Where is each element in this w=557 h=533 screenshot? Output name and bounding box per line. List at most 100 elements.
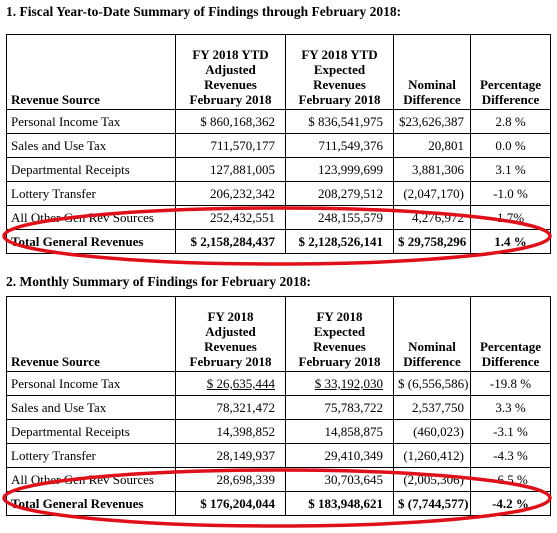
cell-text: $ 836,541,975 — [308, 114, 383, 129]
cell: Personal Income Tax — [6, 109, 176, 134]
cell: 711,549,376 — [285, 133, 394, 158]
cell: $ (6,556,586) — [393, 371, 471, 396]
cell: 30,703,645 — [285, 467, 394, 492]
cell: 78,321,472 — [175, 395, 286, 420]
data-row: Departmental Receipts 14,398,852 14,858,87… — [6, 419, 551, 444]
header-cell: FY 2018 Adjusted Revenues February 2018 — [175, 296, 286, 372]
cell-text: 2.8 % — [495, 114, 526, 129]
data-row: Departmental Receipts 127,881,005 123,999,… — [6, 157, 551, 182]
cell-text: 252,432,551 — [210, 210, 275, 225]
cell-text: (2,005,306) — [403, 472, 464, 487]
header-line: Difference — [403, 354, 461, 369]
total-row: Total General Revenues $ 176,204,044 $ 183… — [6, 491, 551, 516]
header-line: February 2018 — [298, 354, 381, 369]
cell-text: 3,881,306 — [412, 162, 464, 177]
section-heading: 2. Monthly Summary of Findings for Febru… — [6, 274, 312, 289]
cell-text: $ 860,168,362 — [200, 114, 275, 129]
header-line: FY 2018 — [207, 309, 254, 324]
cell: $ 183,948,621 — [285, 491, 394, 516]
section-heading: 1. Fiscal Year-to-Date Summary of Findin… — [6, 4, 402, 19]
cell: Departmental Receipts — [6, 157, 176, 182]
cell-text: 711,549,376 — [318, 138, 383, 153]
cell-text: $ 29,758,296 — [398, 234, 467, 249]
header-line: Nominal — [408, 77, 456, 92]
cell: $ 29,758,296 — [393, 229, 471, 254]
cell-text: 206,232,342 — [210, 186, 275, 201]
cell: Sales and Use Tax — [6, 133, 176, 158]
header-line: Revenues — [204, 77, 257, 92]
cell: 2,537,750 — [393, 395, 471, 420]
cell: 248,155,579 — [285, 205, 394, 230]
cell-text: 78,321,472 — [216, 400, 276, 415]
header-cell: Revenue Source — [6, 296, 176, 372]
cell: 252,432,551 — [175, 205, 286, 230]
header-line: Percentage — [479, 77, 542, 92]
cell: (2,047,170) — [393, 181, 471, 206]
cell-text: 2,537,750 — [412, 400, 464, 415]
header-line: Revenue Source — [11, 92, 100, 107]
header-line: FY 2018 YTD — [301, 47, 378, 62]
cell-text: -4.3 % — [493, 448, 528, 463]
cell: 1.7% — [470, 205, 551, 230]
cell: 3,881,306 — [393, 157, 471, 182]
cell: 3.3 % — [470, 395, 551, 420]
cell-text: 14,858,875 — [324, 424, 384, 439]
data-row: Personal Income Tax $ 860,168,362 $ 836,54… — [6, 109, 551, 134]
cell: $ 26,635,444 — [175, 371, 286, 396]
cell-text: $ (6,556,586) — [398, 376, 469, 391]
cell-text: Personal Income Tax — [11, 114, 121, 129]
cell-text: Total General Revenues — [11, 496, 144, 511]
cell: 123,999,699 — [285, 157, 394, 182]
cell: 1.4 % — [470, 229, 551, 254]
cell-text: 208,279,512 — [318, 186, 383, 201]
cell-text: (460,023) — [413, 424, 464, 439]
cell-text: (2,047,170) — [403, 186, 464, 201]
cell-text: Lottery Transfer — [11, 448, 96, 463]
cell-text: All Other Gen Rev Sources — [11, 210, 154, 225]
cell-text: 75,783,722 — [324, 400, 384, 415]
header-line: FY 2018 YTD — [192, 47, 269, 62]
cell: Total General Revenues — [6, 229, 176, 254]
cell-text: $ (7,744,577) — [398, 496, 469, 511]
header-cell: FY 2018 YTD Expected Revenues February 2018 — [285, 34, 394, 110]
cell: -1.0 % — [470, 181, 551, 206]
cell: (2,005,306) — [393, 467, 471, 492]
cell-text: 4,276,972 — [412, 210, 464, 225]
cell: 3.1 % — [470, 157, 551, 182]
cell-text: -19.8 % — [489, 376, 532, 391]
cell: $ (7,744,577) — [393, 491, 471, 516]
cell: 2.8 % — [470, 109, 551, 134]
cell-text: 0.0 % — [495, 138, 526, 153]
header-line: Nominal — [408, 339, 456, 354]
cell: 28,149,937 — [175, 443, 286, 468]
cell: $ 836,541,975 — [285, 109, 394, 134]
cell-text: 711,570,177 — [210, 138, 275, 153]
cell: (460,023) — [393, 419, 471, 444]
cell-text: 123,999,699 — [318, 162, 383, 177]
header-row: Revenue Source FY 2018 YTD Adjusted Revenue… — [6, 34, 551, 110]
total-row: Total General Revenues $ 2,158,284,437 $ 2… — [6, 229, 551, 254]
cell: $ 33,192,030 — [285, 371, 394, 396]
cell: -4.3 % — [470, 443, 551, 468]
cell-text: -6.5 % — [493, 472, 528, 487]
cell: 206,232,342 — [175, 181, 286, 206]
cell: All Other Gen Rev Sources — [6, 205, 176, 230]
cell-text: Departmental Receipts — [11, 424, 130, 439]
cell: Departmental Receipts — [6, 419, 176, 444]
cell: $ 2,158,284,437 — [175, 229, 286, 254]
cell-text: 1.4 % — [494, 234, 527, 249]
cell: -3.1 % — [470, 419, 551, 444]
cell: 711,570,177 — [175, 133, 286, 158]
data-row: Lottery Transfer 206,232,342 208,279,512 (2… — [6, 181, 551, 206]
header-line: Adjusted — [205, 62, 256, 77]
header-line: Revenues — [313, 77, 366, 92]
cell: $ 860,168,362 — [175, 109, 286, 134]
cell: 29,410,349 — [285, 443, 394, 468]
cell-text: 248,155,579 — [318, 210, 383, 225]
data-row: All Other Gen Rev Sources 28,698,339 30,70… — [6, 467, 551, 492]
header-line: Percentage — [479, 339, 542, 354]
cell: 75,783,722 — [285, 395, 394, 420]
summary-table: Revenue Source FY 2018 YTD Adjusted Revenue… — [6, 34, 551, 254]
cell: 0.0 % — [470, 133, 551, 158]
